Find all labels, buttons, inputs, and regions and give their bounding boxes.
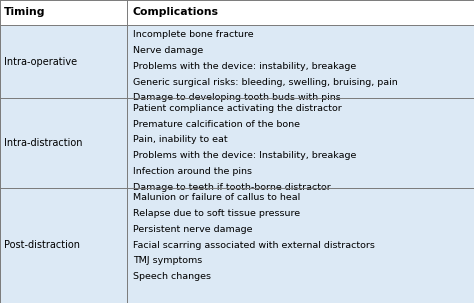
Text: Post-distraction: Post-distraction — [4, 240, 80, 251]
Bar — [0, 98, 474, 188]
Text: Nerve damage: Nerve damage — [133, 46, 203, 55]
Bar — [0, 25, 474, 98]
Text: Infection around the pins: Infection around the pins — [133, 167, 252, 176]
Text: Speech changes: Speech changes — [133, 272, 211, 281]
Text: Problems with the device: instability, breakage: Problems with the device: instability, b… — [133, 62, 356, 71]
Text: Incomplete bone fracture: Incomplete bone fracture — [133, 30, 253, 39]
Text: Premature calcification of the bone: Premature calcification of the bone — [133, 120, 300, 129]
Text: Damage to teeth if tooth-borne distractor: Damage to teeth if tooth-borne distracto… — [133, 183, 330, 192]
Text: Persistent nerve damage: Persistent nerve damage — [133, 225, 252, 234]
Text: TMJ symptoms: TMJ symptoms — [133, 256, 202, 265]
Bar — [0, 188, 474, 303]
Text: Generic surgical risks: bleeding, swelling, bruising, pain: Generic surgical risks: bleeding, swelli… — [133, 78, 398, 87]
Text: Complications: Complications — [133, 7, 219, 18]
Bar — [0, 0, 474, 25]
Text: Intra-operative: Intra-operative — [4, 57, 77, 67]
Text: Timing: Timing — [4, 7, 46, 18]
Text: Intra-distraction: Intra-distraction — [4, 138, 82, 148]
Text: Facial scarring associated with external distractors: Facial scarring associated with external… — [133, 241, 374, 250]
Text: Problems with the device: Instability, breakage: Problems with the device: Instability, b… — [133, 151, 356, 160]
Text: Patient compliance activating the distractor: Patient compliance activating the distra… — [133, 104, 341, 113]
Text: Damage to developing tooth buds with pins: Damage to developing tooth buds with pin… — [133, 93, 340, 102]
Text: Pain, inability to eat: Pain, inability to eat — [133, 135, 228, 145]
Text: Malunion or failure of callus to heal: Malunion or failure of callus to heal — [133, 193, 300, 202]
Text: Relapse due to soft tissue pressure: Relapse due to soft tissue pressure — [133, 209, 300, 218]
